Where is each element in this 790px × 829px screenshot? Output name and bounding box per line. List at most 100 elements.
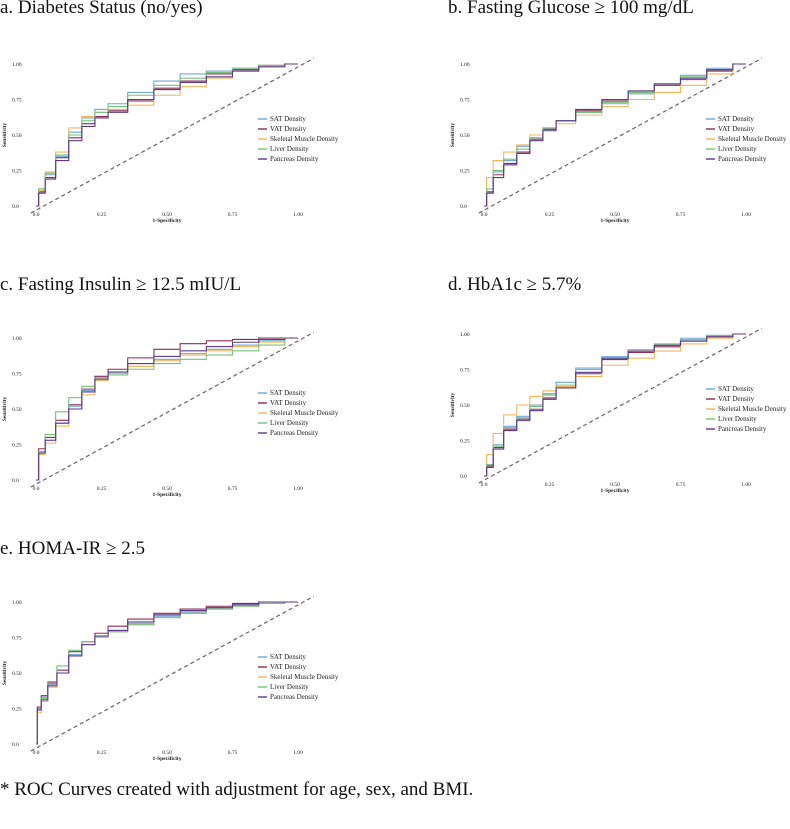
legend-label-vat-density: VAT Density [270, 125, 307, 133]
panel-title-e: e. HOMA-IR ≥ 2.5 [0, 538, 145, 559]
y-axis-label: Sensitivity [450, 123, 456, 148]
series-line-liver-density [36, 601, 298, 745]
series-line-skeletal-muscle-density [484, 63, 746, 207]
x-tick-label: 0.75 [228, 212, 238, 218]
y-tick-label: 1.00 [460, 332, 470, 338]
footnote: * ROC Curves created with adjustment for… [0, 779, 474, 800]
x-tick-label: 0.25 [545, 482, 555, 488]
legend-label-skeletal-muscle-density: Skeletal Muscle Density [718, 135, 787, 143]
x-tick-label: 0.25 [97, 212, 107, 218]
legend-label-liver-density: Liver Density [270, 419, 309, 427]
y-tick-label: 0.75 [12, 98, 22, 104]
legend-label-sat-density: SAT Density [718, 115, 754, 123]
y-tick-label: 0.50 [460, 403, 470, 409]
x-tick-label: 0.25 [97, 750, 107, 756]
x-axis-label: 1-Specificity [152, 218, 181, 224]
roc-chart-a: 0.0 0.25 0.50 0.75 1.00 0.0 0.25 0.50 0.75 1.00 1-… [2, 57, 339, 224]
legend-label-pancreas-density: Pancreas Density [270, 429, 319, 437]
series-line-sat-density [36, 601, 298, 745]
x-tick-label: 0.75 [676, 212, 686, 218]
y-tick-label: 0.75 [460, 98, 470, 104]
reference-diagonal-line [30, 331, 315, 488]
y-tick-label: 1.00 [12, 336, 22, 342]
panel-title-d: d. HbA1c ≥ 5.7% [448, 274, 582, 295]
legend-label-liver-density: Liver Density [718, 415, 757, 423]
x-tick-label: 0.50 [162, 750, 172, 756]
y-axis-label: Sensitivity [450, 393, 456, 418]
x-tick-label: 0.25 [545, 212, 555, 218]
x-tick-label: 0.0 [33, 486, 40, 492]
legend-label-sat-density: SAT Density [270, 115, 306, 123]
series-line-pancreas-density [36, 601, 298, 745]
legend-label-skeletal-muscle-density: Skeletal Muscle Density [270, 409, 339, 417]
panel-title-c: c. Fasting Insulin ≥ 12.5 mIU/L [0, 274, 242, 295]
series-line-pancreas-density [36, 337, 298, 481]
legend-label-skeletal-muscle-density: Skeletal Muscle Density [270, 673, 339, 681]
legend-label-liver-density: Liver Density [270, 145, 309, 153]
legend-label-pancreas-density: Pancreas Density [270, 693, 319, 701]
reference-diagonal-line [478, 327, 763, 484]
x-axis-label: 1-Specificity [152, 492, 181, 498]
legend-label-liver-density: Liver Density [270, 683, 309, 691]
y-axis-label: Sensitivity [2, 661, 8, 686]
roc-chart-b: 0.0 0.25 0.50 0.75 1.00 0.0 0.25 0.50 0.75 1.00 1-… [450, 57, 787, 224]
x-tick-label: 0.0 [33, 750, 40, 756]
y-tick-label: 0.0 [12, 742, 19, 748]
x-tick-label: 1.00 [293, 750, 303, 756]
series-line-skeletal-muscle-density [484, 333, 746, 477]
y-tick-label: 0.50 [460, 133, 470, 139]
panel-title-a: a. Diabetes Status (no/yes) [0, 0, 203, 18]
series-line-skeletal-muscle-density [36, 601, 298, 745]
y-tick-label: 0.25 [12, 707, 22, 713]
roc-chart-c: 0.0 0.25 0.50 0.75 1.00 0.0 0.25 0.50 0.75 1.00 1-… [2, 331, 339, 498]
y-tick-label: 0.0 [12, 204, 19, 210]
y-tick-label: 0.75 [460, 368, 470, 374]
x-tick-label: 0.25 [97, 486, 107, 492]
legend-label-vat-density: VAT Density [270, 399, 307, 407]
series-line-pancreas-density [484, 333, 746, 477]
panel-title-b: b. Fasting Glucose ≥ 100 mg/dL [448, 0, 694, 18]
y-tick-label: 0.50 [12, 671, 22, 677]
series-line-liver-density [36, 63, 298, 207]
y-tick-label: 0.75 [12, 372, 22, 378]
legend-label-sat-density: SAT Density [718, 385, 754, 393]
series-line-vat-density [36, 601, 298, 745]
legend-label-sat-density: SAT Density [270, 653, 306, 661]
x-tick-label: 0.50 [162, 486, 172, 492]
x-axis-label: 1-Specificity [152, 756, 181, 762]
x-tick-label: 0.50 [610, 212, 620, 218]
series-line-vat-density [36, 337, 298, 481]
roc-chart-d: 0.0 0.25 0.50 0.75 1.00 0.0 0.25 0.50 0.75 1.00 1-… [450, 327, 787, 494]
x-tick-label: 0.75 [676, 482, 686, 488]
x-tick-label: 0.75 [228, 486, 238, 492]
reference-diagonal-line [30, 595, 315, 752]
y-tick-label: 0.25 [460, 169, 470, 175]
y-tick-label: 0.25 [12, 169, 22, 175]
legend-label-pancreas-density: Pancreas Density [718, 155, 767, 163]
legend-label-vat-density: VAT Density [718, 395, 755, 403]
x-tick-label: 1.00 [293, 486, 303, 492]
x-tick-label: 1.00 [741, 482, 751, 488]
y-tick-label: 1.00 [460, 62, 470, 68]
y-tick-label: 0.0 [460, 204, 467, 210]
y-tick-label: 0.25 [460, 439, 470, 445]
y-tick-label: 0.75 [12, 636, 22, 642]
legend-label-liver-density: Liver Density [718, 145, 757, 153]
y-tick-label: 1.00 [12, 600, 22, 606]
y-tick-label: 0.25 [12, 443, 22, 449]
legend-label-vat-density: VAT Density [270, 663, 307, 671]
x-tick-label: 0.0 [481, 212, 488, 218]
x-axis-label: 1-Specificity [600, 488, 629, 494]
y-tick-label: 0.50 [12, 407, 22, 413]
x-tick-label: 1.00 [293, 212, 303, 218]
legend-label-vat-density: VAT Density [718, 125, 755, 133]
x-tick-label: 0.50 [610, 482, 620, 488]
x-axis-label: 1-Specificity [600, 218, 629, 224]
y-tick-label: 0.50 [12, 133, 22, 139]
x-tick-label: 0.50 [162, 212, 172, 218]
x-tick-label: 1.00 [741, 212, 751, 218]
series-line-pancreas-density [36, 63, 298, 207]
x-tick-label: 0.0 [481, 482, 488, 488]
y-tick-label: 0.0 [460, 474, 467, 480]
legend-label-pancreas-density: Pancreas Density [718, 425, 767, 433]
